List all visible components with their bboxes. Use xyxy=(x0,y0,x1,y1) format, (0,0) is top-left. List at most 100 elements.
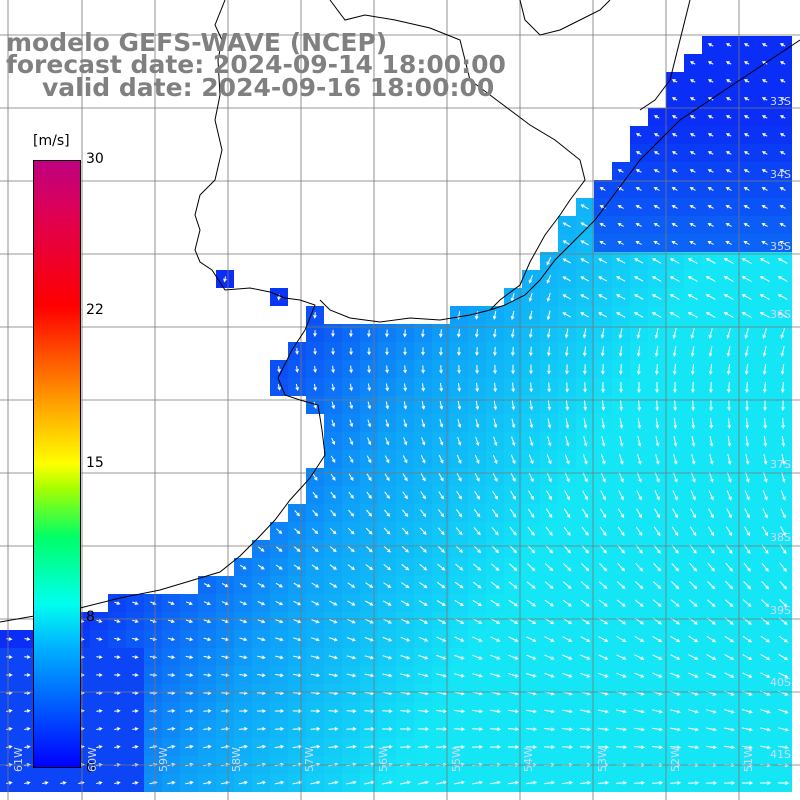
wind-arrow xyxy=(419,527,427,535)
wind-arrow xyxy=(761,580,770,590)
wind-arrow xyxy=(706,654,717,660)
wind-arrow xyxy=(670,672,681,678)
wind-arrow xyxy=(239,582,247,588)
wind-arrow xyxy=(346,780,357,785)
wind-arrow xyxy=(652,654,663,660)
wind-arrow xyxy=(725,223,732,227)
wind-arrow xyxy=(762,364,767,375)
wind-arrow xyxy=(777,276,788,282)
wind-arrow xyxy=(563,544,572,554)
wind-arrow xyxy=(760,672,771,678)
wind-arrow xyxy=(329,564,337,570)
wind-arrow xyxy=(653,169,660,173)
wind-arrow xyxy=(761,133,768,137)
wind-arrow xyxy=(437,527,445,536)
wind-arrow xyxy=(688,599,698,608)
wind-arrow xyxy=(561,727,574,732)
wind-arrow xyxy=(617,223,624,227)
wind-arrow xyxy=(6,727,13,731)
wind-arrow xyxy=(203,780,212,785)
wind-arrow xyxy=(203,619,212,624)
wind-arrow xyxy=(203,744,212,749)
wind-arrow xyxy=(312,491,318,499)
wind-arrow xyxy=(741,258,752,264)
wind-arrow xyxy=(6,637,13,641)
wind-arrow xyxy=(635,562,644,572)
wind-arrow xyxy=(600,472,606,483)
wind-arrow xyxy=(761,205,768,209)
wind-arrow xyxy=(777,781,790,785)
wind-arrow xyxy=(420,473,426,482)
wind-arrow xyxy=(707,581,716,590)
wind-arrow xyxy=(599,526,607,536)
wind-arrow xyxy=(403,365,407,374)
wind-arrow xyxy=(437,563,446,571)
wind-arrow xyxy=(762,490,768,501)
wind-arrow xyxy=(744,345,749,357)
wind-arrow xyxy=(669,745,682,750)
wind-arrow xyxy=(544,599,554,607)
wind-arrow xyxy=(294,528,301,535)
wind-arrow xyxy=(203,673,212,677)
wind-arrow xyxy=(599,223,606,227)
wind-arrow xyxy=(132,601,139,605)
wind-arrow xyxy=(725,169,732,173)
forecast-date: forecast date: 2024-09-14 18:00:00 xyxy=(6,50,506,79)
wind-arrow xyxy=(527,563,536,572)
wind-arrow xyxy=(508,745,520,749)
wind-arrow xyxy=(579,780,592,785)
wind-arrow xyxy=(708,508,714,519)
wind-arrow xyxy=(439,418,444,428)
wind-arrow xyxy=(743,115,750,119)
wind-arrow xyxy=(598,672,609,678)
wind-arrow xyxy=(601,436,606,447)
wind-arrow xyxy=(347,582,356,588)
wind-arrow xyxy=(726,490,732,501)
wind-arrow xyxy=(436,600,446,606)
wind-arrow xyxy=(293,600,302,606)
wind-arrow xyxy=(313,312,317,319)
wind-arrow xyxy=(114,709,121,713)
wind-arrow xyxy=(417,727,430,731)
wind-arrow xyxy=(239,564,247,570)
wind-arrow xyxy=(274,780,285,785)
wind-arrow xyxy=(313,401,317,410)
wind-arrow xyxy=(454,673,465,678)
wind-arrow xyxy=(400,744,411,749)
wind-arrow xyxy=(687,258,698,264)
wind-arrow xyxy=(364,655,375,660)
wind-arrow xyxy=(778,708,789,714)
lat-label: 35S xyxy=(770,240,791,253)
lat-label: 40S xyxy=(770,676,791,689)
wind-arrow xyxy=(581,544,589,554)
wind-arrow xyxy=(706,709,717,714)
wind-arrow xyxy=(653,151,660,155)
wind-arrow xyxy=(777,727,789,732)
wind-arrow xyxy=(724,635,735,643)
wind-arrow xyxy=(635,151,642,155)
wind-arrow xyxy=(690,472,696,483)
wind-arrow xyxy=(724,599,734,607)
wind-arrow xyxy=(727,453,732,465)
wind-arrow xyxy=(598,599,608,607)
wind-arrow xyxy=(634,636,645,643)
wind-arrow xyxy=(742,672,753,678)
wind-arrow xyxy=(762,526,769,537)
wind-arrow xyxy=(636,346,641,357)
wind-arrow xyxy=(454,654,465,660)
wind-arrow xyxy=(763,417,768,430)
wind-arrow xyxy=(384,455,390,464)
wind-arrow xyxy=(706,599,716,608)
wind-arrow xyxy=(382,727,393,731)
wind-arrow xyxy=(561,780,574,785)
wind-arrow xyxy=(256,727,267,731)
wind-arrow xyxy=(114,637,121,641)
wind-arrow xyxy=(583,400,588,411)
wind-arrow xyxy=(778,653,789,661)
wind-arrow xyxy=(96,745,103,749)
wind-arrow xyxy=(257,637,266,642)
lat-label: 36S xyxy=(770,308,791,321)
wind-arrow xyxy=(24,637,31,641)
wind-arrow xyxy=(403,383,408,392)
wind-arrow xyxy=(707,61,714,65)
